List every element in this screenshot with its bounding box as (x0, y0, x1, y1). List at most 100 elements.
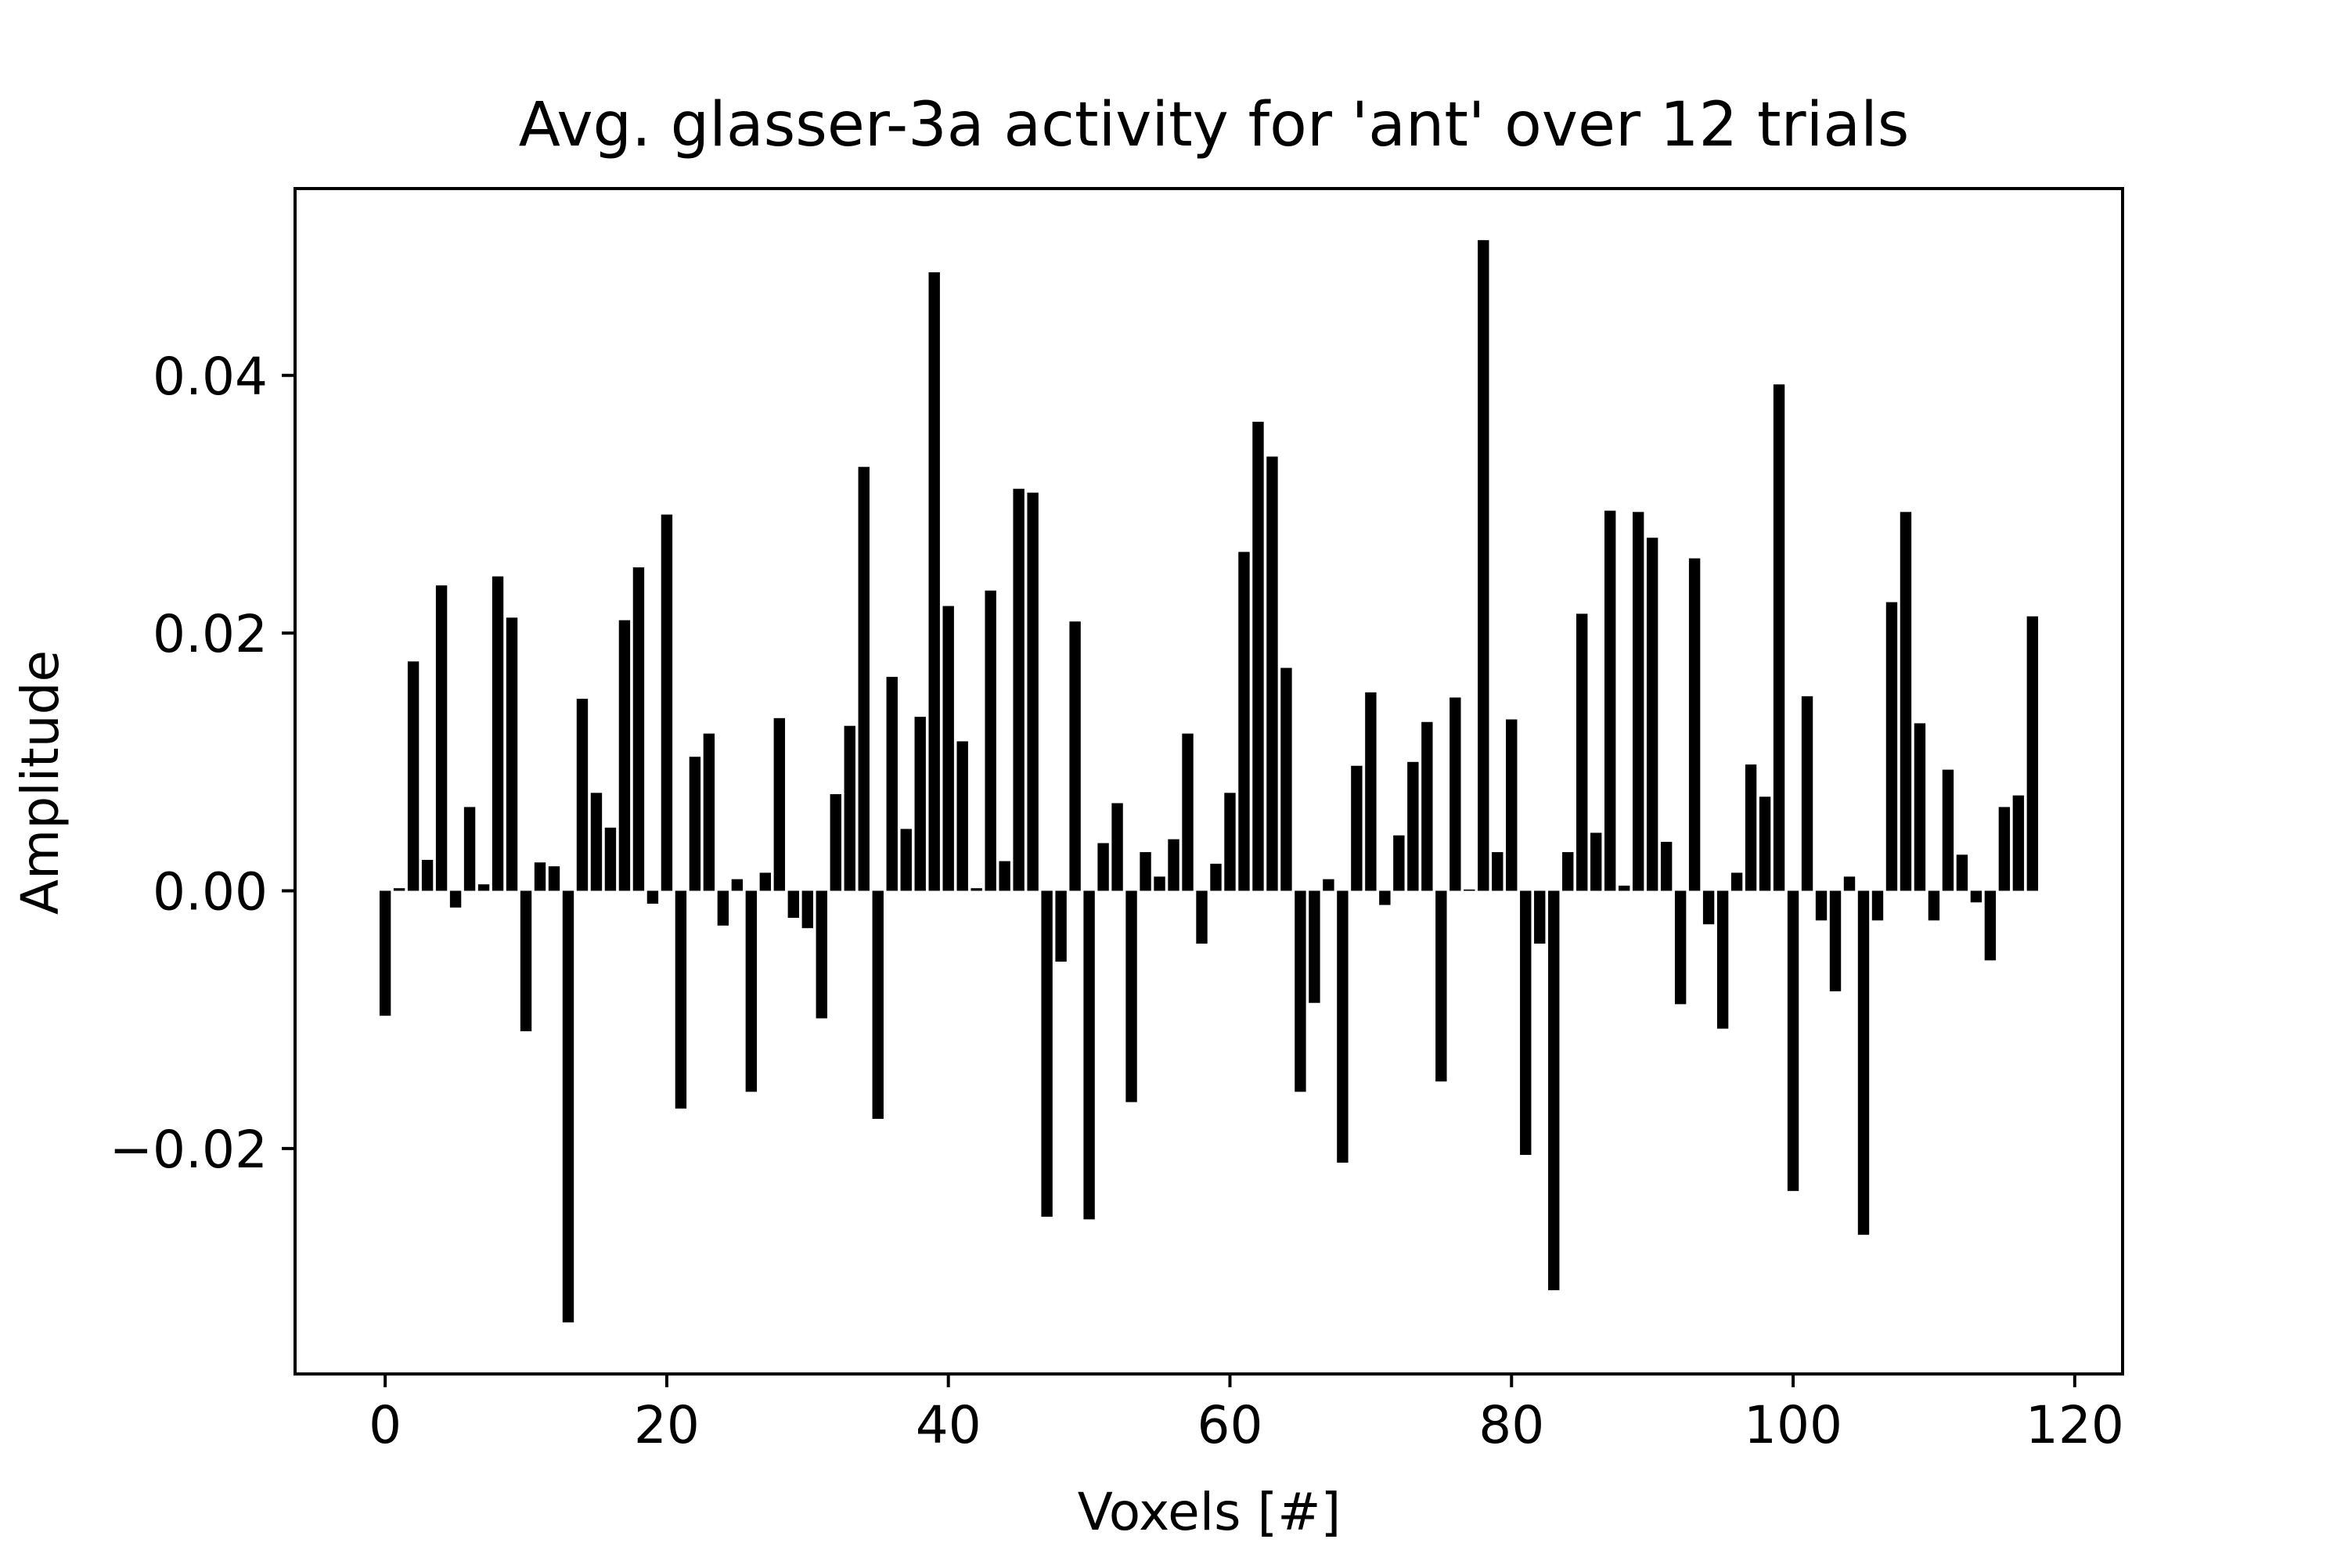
bar-voxel-63 (1266, 456, 1278, 891)
bar-voxel-21 (675, 890, 687, 1109)
bar-voxel-17 (618, 620, 631, 891)
bar-voxel-38 (914, 717, 926, 891)
bar-voxel-31 (816, 890, 827, 1019)
bar-voxel-73 (1407, 761, 1419, 891)
bar-voxel-98 (1759, 797, 1771, 891)
chart-title: Avg. glasser-3a activity for 'ant' over … (519, 90, 1910, 160)
bar-voxel-70 (1365, 692, 1377, 891)
bar-voxel-23 (703, 733, 715, 891)
bar-voxel-12 (548, 866, 560, 891)
bar-voxel-67 (1323, 879, 1334, 891)
bar-voxel-33 (844, 725, 855, 891)
bar-voxel-91 (1660, 841, 1673, 891)
bar-voxel-58 (1196, 890, 1208, 944)
bar-voxel-100 (1787, 890, 1799, 1192)
bar-voxel-59 (1210, 863, 1222, 891)
bar-voxel-11 (534, 862, 546, 891)
ticks-layer: 0 20 40 60 80 100 120 −0.02 0.00 0.02 0.04 (110, 347, 2124, 1455)
bar-voxel-76 (1449, 697, 1461, 891)
plot-area-frame (294, 187, 2124, 1376)
y-tick-label: −0.02 (110, 1120, 268, 1180)
bar-voxel-101 (1801, 696, 1813, 891)
bar-voxel-97 (1745, 764, 1757, 891)
bar-voxel-50 (1083, 890, 1095, 1220)
bar-voxel-54 (1140, 852, 1151, 891)
bar-voxel-109 (1914, 723, 1926, 891)
bar-voxel-2 (407, 661, 420, 891)
bar-voxel-108 (1900, 512, 1912, 891)
x-tick-label: 120 (2026, 1395, 2124, 1455)
bar-voxel-82 (1534, 890, 1546, 944)
bar-voxel-43 (985, 590, 996, 891)
bar-voxel-45 (1013, 488, 1025, 891)
bar-voxel-106 (1871, 890, 1884, 921)
x-axis-label: Voxels [#] (1078, 1482, 1341, 1542)
bar-voxel-115 (1998, 807, 2011, 891)
bar-voxel-20 (661, 514, 673, 891)
bar-voxel-64 (1280, 667, 1292, 891)
bar-voxel-5 (449, 890, 462, 908)
bar-voxel-79 (1492, 852, 1504, 891)
bar-voxel-83 (1548, 890, 1560, 1290)
bar-voxel-44 (999, 861, 1010, 891)
bar-voxel-42 (971, 888, 982, 891)
bar-voxel-47 (1041, 890, 1053, 1217)
bar-voxel-56 (1168, 839, 1179, 891)
bar-voxel-55 (1154, 876, 1165, 891)
bar-voxel-7 (477, 884, 490, 891)
bar-voxel-103 (1829, 890, 1842, 991)
bar-voxel-96 (1730, 872, 1743, 891)
bar-voxel-77 (1464, 889, 1475, 891)
bar-voxel-93 (1688, 558, 1701, 891)
bar-voxel-41 (956, 741, 968, 891)
x-tick-label: 40 (916, 1395, 981, 1455)
bar-voxel-113 (1970, 890, 1982, 903)
bar-voxel-81 (1520, 890, 1532, 1156)
bar-voxel-61 (1238, 552, 1250, 891)
bar-voxel-19 (646, 890, 659, 904)
bar-voxel-89 (1632, 512, 1644, 891)
bar-voxel-52 (1111, 803, 1123, 891)
bar-voxel-28 (773, 717, 786, 891)
bar-voxel-105 (1857, 890, 1870, 1235)
bar-voxel-72 (1393, 835, 1405, 891)
bar-voxel-114 (1984, 890, 1997, 961)
bar-voxel-24 (717, 890, 729, 926)
bar-voxel-107 (1885, 602, 1898, 891)
bar-voxel-71 (1379, 890, 1391, 905)
bar-voxel-86 (1590, 833, 1602, 891)
bar-voxel-18 (632, 567, 645, 891)
bar-voxel-51 (1097, 843, 1109, 891)
bar-voxel-102 (1815, 890, 1828, 921)
bar-voxel-74 (1421, 721, 1433, 891)
bar-voxel-117 (2026, 616, 2039, 891)
bar-voxel-10 (520, 890, 532, 1031)
bar-voxel-87 (1604, 510, 1616, 891)
bar-voxel-6 (463, 807, 476, 891)
bar-voxel-15 (590, 793, 603, 891)
bar-voxel-37 (900, 829, 912, 891)
bar-voxel-40 (942, 606, 954, 891)
bars-layer (379, 239, 2039, 1323)
bar-voxel-0 (379, 890, 391, 1016)
bar-voxel-4 (435, 585, 448, 891)
y-axis-label: Amplitude (10, 650, 70, 915)
bar-voxel-84 (1562, 852, 1574, 891)
bar-voxel-14 (576, 699, 589, 891)
bar-voxel-92 (1674, 890, 1687, 1005)
bar-voxel-85 (1576, 613, 1588, 891)
bar-voxel-62 (1252, 422, 1264, 891)
bar-voxel-48 (1055, 890, 1067, 962)
bar-voxel-32 (830, 793, 841, 891)
bar-voxel-39 (928, 272, 940, 891)
bar-voxel-34 (858, 466, 870, 891)
bar-voxel-80 (1506, 719, 1518, 891)
bar-voxel-68 (1337, 890, 1349, 1163)
bar-voxel-46 (1027, 492, 1039, 891)
x-tick-label: 60 (1197, 1395, 1262, 1455)
bar-voxel-104 (1843, 876, 1856, 891)
bar-voxel-95 (1716, 890, 1729, 1029)
